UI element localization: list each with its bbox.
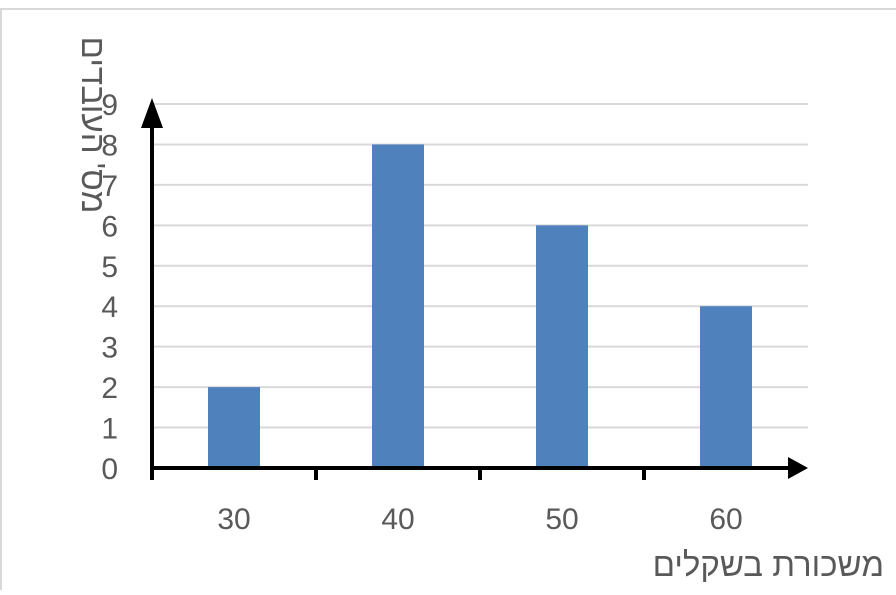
bar-50 — [536, 225, 588, 468]
y-tick-labels: 0 1 2 3 4 5 6 7 8 9 — [101, 89, 118, 486]
y-axis-label: מס' העובדים — [75, 37, 112, 214]
frame-top-line — [0, 8, 896, 10]
y-axis-arrow — [141, 98, 163, 128]
y-tick-label-0: 0 — [101, 453, 118, 486]
x-axis-arrow — [788, 457, 808, 479]
gridlines — [152, 103, 808, 429]
y-tick-label-8: 8 — [101, 129, 118, 162]
bar-40 — [372, 144, 424, 468]
frame-left-line — [0, 8, 2, 590]
y-tick-label-2: 2 — [101, 372, 118, 405]
bar-60 — [700, 306, 752, 468]
x-tick-label-30: 30 — [217, 503, 250, 536]
x-tick-label-60: 60 — [709, 503, 742, 536]
y-tick-label-9: 9 — [101, 89, 118, 122]
y-tick-label-7: 7 — [101, 170, 118, 203]
x-axis-label: משכורת בשקלים — [653, 546, 884, 583]
y-tick-label-4: 4 — [101, 291, 118, 324]
bar-30 — [208, 387, 260, 468]
y-tick-label-6: 6 — [101, 210, 118, 243]
axes — [141, 98, 808, 480]
bars — [208, 144, 752, 468]
y-tick-label-3: 3 — [101, 332, 118, 365]
x-tick-label-50: 50 — [545, 503, 578, 536]
x-tick-label-40: 40 — [381, 503, 414, 536]
y-tick-label-5: 5 — [101, 251, 118, 284]
x-tick-labels: 30 40 50 60 — [217, 503, 742, 536]
y-tick-label-1: 1 — [101, 413, 118, 446]
